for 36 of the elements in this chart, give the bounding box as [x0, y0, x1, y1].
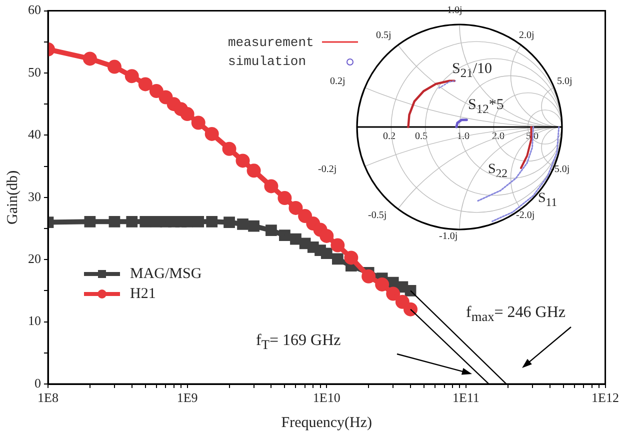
- annotation: f$_{max}$= 246 GHz: [466, 304, 566, 324]
- annotation: simulation: [228, 54, 306, 69]
- y-tick-label: 30: [28, 188, 41, 204]
- x-tick-label: 1E11: [452, 390, 480, 406]
- x-tick-label: 1E10: [312, 390, 340, 406]
- x-tick-label: 1E12: [592, 390, 620, 406]
- y-tick-label: 40: [28, 126, 41, 142]
- legend-label: H21: [130, 286, 156, 302]
- annotation: 2.0: [492, 131, 504, 142]
- annotation: -0.2j: [318, 164, 337, 175]
- annotation: S$_{11}$: [538, 191, 558, 209]
- annotation: 0.5: [415, 131, 428, 142]
- x-tick-label: 1E9: [176, 390, 198, 406]
- y-tick-label: 50: [28, 64, 41, 80]
- annotation: measurement: [228, 35, 314, 50]
- annotation: -0.5j: [368, 210, 387, 221]
- annotation: S$_{12}$*5: [468, 97, 504, 116]
- y-tick-label: 20: [28, 251, 41, 266]
- y-tick-label: 60: [28, 2, 41, 18]
- annotation: 5.0j: [557, 76, 572, 87]
- annotation: 0.2: [383, 131, 396, 142]
- y-axis-title: Gain(db): [4, 170, 21, 224]
- legend-label: MAG/MSG: [130, 266, 202, 282]
- annotation: 2.0j: [519, 30, 534, 41]
- annotation: 0.2j: [330, 76, 346, 87]
- y-tick-label: 10: [28, 313, 41, 328]
- x-axis-title: Frequency(Hz): [281, 414, 372, 431]
- annotation: -1.0j: [439, 231, 458, 242]
- annotation: -2.0j: [516, 210, 535, 221]
- annotation: 0.5j: [376, 30, 392, 41]
- annotation: S$_{21}$/10: [452, 61, 492, 80]
- annotation: 1.0: [457, 131, 470, 142]
- x-tick-label: 1E8: [38, 390, 58, 406]
- annotation: f$_{T}$= 169 GHz: [256, 332, 341, 352]
- annotation: S$_{22}$: [488, 162, 508, 180]
- y-tick-label: 0: [34, 375, 41, 390]
